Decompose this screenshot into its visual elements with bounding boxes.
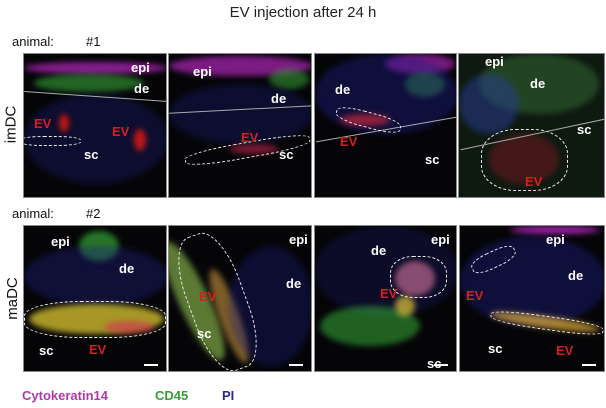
scale-bar	[434, 364, 448, 366]
region-label-ev: EV	[34, 116, 52, 131]
legend-pi: PI	[222, 388, 235, 403]
region-label-sc: sc	[425, 152, 440, 167]
region-label-epi: epi	[485, 54, 504, 69]
region-label-ev: EV	[556, 343, 574, 358]
region-label-de: de	[371, 243, 387, 258]
micrograph-imdc-1: epi de EV EV sc	[23, 53, 167, 198]
row-label-imdc: imDC	[2, 105, 20, 144]
region-label-de: de	[119, 261, 135, 276]
figure-title: EV injection after 24 h	[229, 4, 377, 21]
region-label-de: de	[134, 81, 150, 96]
region-label-ev: EV	[89, 342, 107, 357]
row-label-madc: maDC	[3, 277, 21, 320]
micrograph-madc-2: epi de EV sc	[168, 225, 312, 372]
animal-number: #1	[86, 34, 101, 49]
region-label-de: de	[568, 268, 584, 283]
region-label-ev: EV	[380, 286, 398, 301]
region-label-sc: sc	[279, 147, 294, 162]
region-label-epi: epi	[546, 232, 565, 247]
region-label-ev: EV	[525, 174, 543, 189]
region-label-epi: epi	[289, 232, 308, 247]
region-label-ev: EV	[466, 288, 484, 303]
region-label-ev: EV	[241, 130, 259, 145]
region-label-ev: EV	[340, 134, 358, 149]
region-label-epi: epi	[431, 232, 450, 247]
region-label-ev: EV	[112, 124, 130, 139]
region-label-sc: sc	[488, 341, 503, 356]
animal-label: animal:	[12, 206, 54, 221]
micrograph-madc-4: epi de EV sc EV	[459, 225, 605, 372]
region-label-sc: sc	[427, 356, 441, 371]
micrograph-madc-3: de epi EV sc	[314, 225, 457, 372]
micrograph-madc-1: epi de sc EV	[23, 225, 167, 372]
region-label-ev: EV	[199, 289, 217, 304]
region-label-de: de	[271, 91, 287, 106]
animal-number: #2	[86, 206, 101, 221]
scale-bar	[144, 364, 158, 366]
region-label-de: de	[530, 76, 546, 91]
region-label-epi: epi	[193, 64, 212, 79]
micrograph-imdc-2: epi de EV sc	[168, 53, 312, 198]
region-label-sc: sc	[197, 326, 212, 341]
animal-label-2: animal: #2	[12, 206, 100, 221]
region-label-epi: epi	[51, 234, 70, 249]
animal-label: animal:	[12, 34, 54, 49]
region-label-sc: sc	[84, 147, 99, 162]
region-label-sc: sc	[577, 122, 592, 137]
legend-cytokeratin14: Cytokeratin14	[22, 388, 108, 403]
micrograph-imdc-4: epi de sc EV	[458, 53, 605, 198]
legend-cd45: CD45	[155, 388, 189, 403]
micrograph-imdc-3: de EV sc	[314, 53, 457, 198]
scale-bar	[582, 364, 596, 366]
region-label-sc: sc	[39, 343, 54, 358]
scale-bar	[289, 364, 303, 366]
animal-label-1: animal: #1	[12, 34, 100, 49]
region-label-epi: epi	[131, 60, 150, 75]
region-label-de: de	[335, 82, 351, 97]
region-label-de: de	[286, 276, 302, 291]
